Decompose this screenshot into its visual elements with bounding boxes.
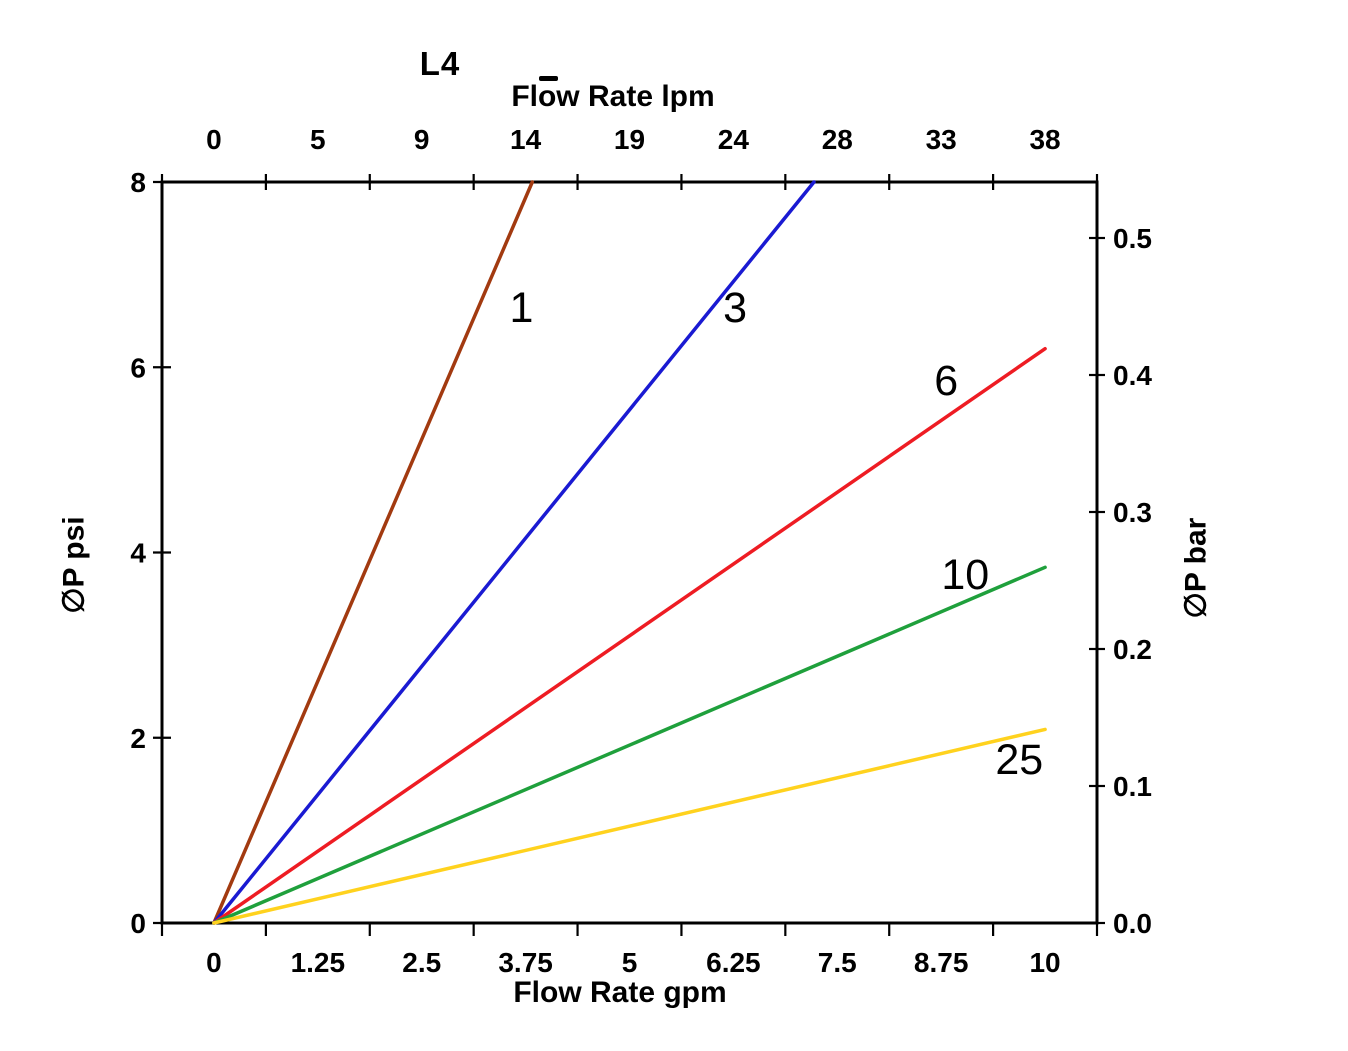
series-line-6 xyxy=(212,346,1047,925)
series-label-10: 10 xyxy=(941,551,989,599)
right-axis-tick-label: 0.3 xyxy=(1113,497,1152,528)
bottom-axis-tick-label: 2.5 xyxy=(402,947,441,978)
top-axis-tick-label: 0 xyxy=(206,124,222,155)
right-axis-tick-label: 0.1 xyxy=(1113,771,1152,802)
series-label-1: 1 xyxy=(509,284,533,332)
top-axis-tick-label: 38 xyxy=(1029,124,1060,155)
right-axis-tick-label: 0.2 xyxy=(1113,634,1152,665)
top-axis-title: Flow Rate lpm xyxy=(511,80,715,113)
series-label-6: 6 xyxy=(934,357,958,405)
series-line-10 xyxy=(212,565,1047,925)
top-axis-tick-label: 19 xyxy=(614,124,645,155)
series-label-3: 3 xyxy=(723,284,747,332)
bottom-axis-tick-label: 1.25 xyxy=(291,947,346,978)
right-axis-tick-label: 0.5 xyxy=(1113,223,1152,254)
series-label-25: 25 xyxy=(995,736,1043,784)
top-axis-tick-label: 28 xyxy=(822,124,853,155)
bottom-axis-tick-label: 5 xyxy=(622,947,638,978)
top-axis-tick-label: 9 xyxy=(414,124,430,155)
bottom-axis-title: Flow Rate gpm xyxy=(513,976,727,1009)
series-line-3 xyxy=(212,180,816,925)
stray-mark xyxy=(539,76,558,81)
series-line-1 xyxy=(212,180,535,925)
series-line-25 xyxy=(212,727,1047,925)
right-axis-tick-label: 0.0 xyxy=(1113,908,1152,939)
right-axis-tick-label: 0.4 xyxy=(1113,360,1152,391)
bottom-axis-tick-label: 0 xyxy=(206,947,222,978)
left-axis-tick-label: 4 xyxy=(130,538,146,569)
bottom-axis-tick-label: 8.75 xyxy=(914,947,969,978)
bottom-axis-tick-label: 10 xyxy=(1029,947,1060,978)
top-axis-tick-label: 33 xyxy=(926,124,957,155)
left-axis-tick-label: 2 xyxy=(130,723,146,754)
left-axis-tick-label: 0 xyxy=(130,908,146,939)
top-axis-tick-label: 5 xyxy=(310,124,326,155)
top-axis-tick-label: 24 xyxy=(718,124,750,155)
bottom-axis-tick-label: 7.5 xyxy=(818,947,857,978)
chart-title: L4 xyxy=(419,45,461,82)
bottom-axis-tick-label: 6.25 xyxy=(706,947,761,978)
top-axis-tick-label: 14 xyxy=(510,124,542,155)
bottom-axis-tick-label: 3.75 xyxy=(498,947,553,978)
left-axis-tick-label: 6 xyxy=(130,352,146,383)
left-axis-tick-label: 8 xyxy=(130,167,146,198)
